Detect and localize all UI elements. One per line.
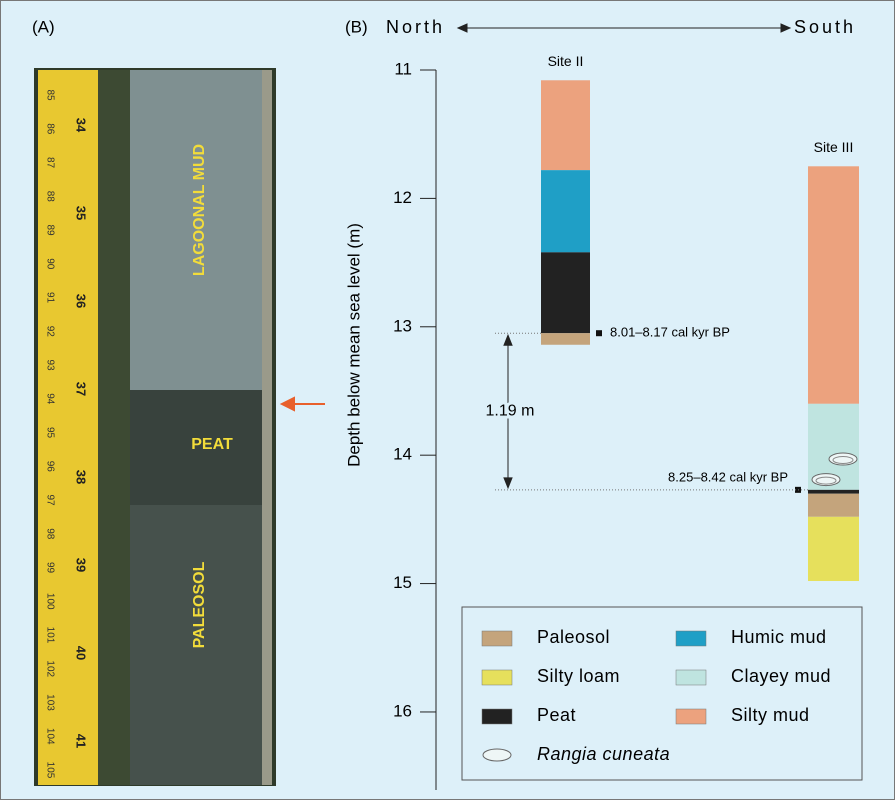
panel-label: (B) [345,17,368,36]
tape-cm-label: 104 [44,728,55,745]
panel-label: (A) [32,17,55,36]
unit-label: PEAT [191,436,233,453]
tape-inch-label: 39 [74,558,89,572]
legend-label: Peat [537,705,576,725]
unit-label: PALEOSOL [191,561,208,648]
tape-cm-label: 86 [44,123,55,135]
tape-cm-label: 94 [44,393,55,405]
tape-cm-label: 105 [44,762,55,779]
tape-cm-label: 97 [44,494,55,506]
tape-cm-label: 96 [44,461,55,473]
layer [541,333,590,345]
date-marker [596,330,602,336]
y-tick-label: 16 [393,701,412,720]
tape-inch-label: 40 [74,646,89,660]
legend-shell [483,749,511,761]
tape-cm-label: 98 [44,528,55,540]
tape-cm-label: 99 [44,562,55,574]
tape-cm-label: 90 [44,258,55,270]
legend-label: Clayey mud [731,666,831,686]
tape-inch-label: 36 [74,294,89,308]
tape-cm-label: 92 [44,326,55,338]
y-tick-label: 14 [393,445,412,464]
date-label: 8.25–8.42 cal kyr BP [668,469,788,484]
site-label: Site III [814,139,854,155]
y-tick-label: 13 [393,316,412,335]
site-label: Site II [548,53,584,69]
tape-cm-label: 95 [44,427,55,439]
core-photo [34,68,276,786]
tape-cm-label: 89 [44,224,55,236]
tape-cm-label: 93 [44,359,55,371]
y-tick-label: 12 [393,188,412,207]
layer [541,252,590,333]
legend-swatch [676,709,706,724]
y-axis-label: Depth below mean sea level (m) [344,223,363,467]
tape-inch-label: 34 [74,118,89,133]
layer [541,80,590,170]
figure: (A) (B) North South Depth below mean sea… [0,0,895,800]
legend-swatch [676,670,706,685]
unit-label: LAGOONAL MUD [191,144,208,276]
tape-inch-label: 41 [74,734,89,748]
legend-label: Paleosol [537,627,610,647]
tape-inch-label: 38 [74,470,89,484]
date-label: 8.01–8.17 cal kyr BP [610,325,730,340]
tape-cm-label: 102 [44,660,55,677]
legend-swatch [482,631,512,646]
tape-cm-label: 88 [44,191,55,203]
layer [808,166,859,404]
legend-label: Silty loam [537,666,620,686]
south-label: South [794,17,856,37]
layer [808,494,859,517]
legend-swatch [482,709,512,724]
layer [808,490,859,494]
gap-label: 1.19 m [486,403,535,420]
layer [808,517,859,581]
y-tick-label: 11 [394,59,412,78]
tape-inch-label: 35 [74,206,89,220]
tape-cm-label: 103 [44,694,55,711]
legend-label: Silty mud [731,705,810,725]
legend-label: Rangia cuneata [537,744,670,764]
tape-cm-label: 100 [44,593,55,610]
tape-cm-label: 87 [44,157,55,169]
tape-inch-label: 37 [74,382,89,396]
north-label: North [386,17,445,37]
tape-cm-label: 91 [44,292,55,304]
legend-label: Humic mud [731,627,827,647]
y-tick-label: 15 [393,573,412,592]
tape-cm-label: 85 [44,89,55,101]
legend-swatch [482,670,512,685]
layer [541,170,590,252]
tape-cm-label: 101 [44,627,55,644]
legend-swatch [676,631,706,646]
